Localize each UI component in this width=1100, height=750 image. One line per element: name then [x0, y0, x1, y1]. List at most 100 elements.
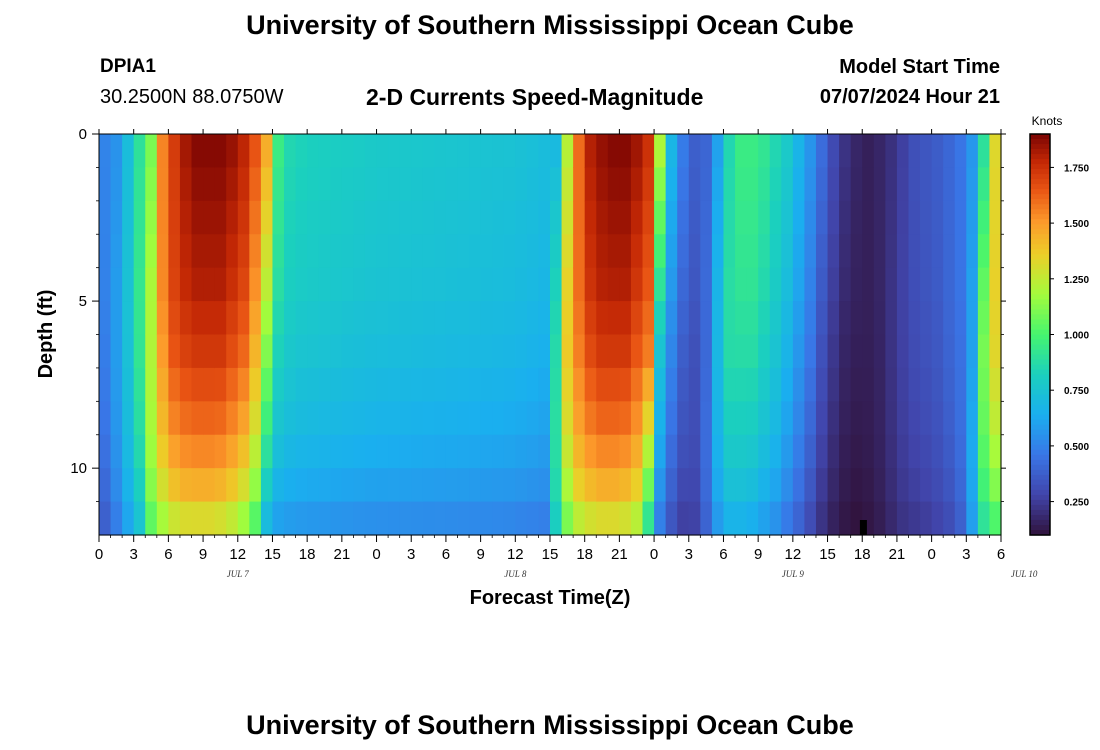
heatmap-cell [931, 367, 944, 402]
heatmap-cell [677, 234, 690, 269]
colorbar-segment [1030, 134, 1050, 140]
heatmap-cell [399, 301, 412, 336]
heatmap-cell [503, 367, 516, 402]
heatmap-cell [989, 367, 1002, 402]
heatmap-cell [99, 267, 112, 302]
heatmap-cell [411, 301, 424, 336]
heatmap-cell [966, 301, 979, 336]
heatmap-cell [723, 334, 736, 369]
heatmap-cell [642, 301, 655, 336]
heatmap-cell [596, 200, 609, 235]
heatmap-cell [792, 434, 806, 469]
heatmap-cell [295, 167, 308, 202]
heatmap-cell [284, 200, 297, 235]
heatmap-cell [815, 134, 829, 169]
heatmap-cell [156, 134, 169, 169]
heatmap-cell [145, 200, 158, 235]
heatmap-cell [954, 134, 967, 169]
heatmap-cell [850, 468, 863, 503]
heatmap-cell [284, 134, 297, 169]
heatmap-cell [492, 468, 505, 503]
colorbar-segment [1030, 404, 1050, 411]
heatmap-cell [920, 334, 933, 369]
heatmap-cell [619, 301, 632, 336]
heatmap-cell [364, 267, 378, 302]
colorbar-segment [1030, 519, 1050, 526]
heatmap-cell [758, 367, 771, 402]
heatmap-cell [249, 501, 262, 536]
heatmap-cell [168, 200, 181, 235]
colorbar-segment [1030, 499, 1050, 506]
heatmap-cell [584, 434, 597, 469]
colorbar-tick-label: 1.500 [1064, 219, 1089, 230]
heatmap-cell [526, 267, 540, 302]
heatmap-cell [249, 200, 262, 235]
heatmap-cell [284, 501, 297, 536]
heatmap-cell [469, 234, 482, 269]
heatmap-cell [596, 301, 609, 336]
heatmap-cell [122, 167, 135, 202]
heatmap-cell [665, 334, 678, 369]
heatmap-cell [469, 434, 482, 469]
heatmap-cell [815, 234, 829, 269]
model-start-label: Model Start Time [839, 56, 1000, 78]
heatmap-cell [966, 367, 979, 402]
heatmap-cell [168, 367, 181, 402]
heatmap-cell [920, 401, 933, 436]
heatmap-cell [538, 434, 551, 469]
heatmap-cell [341, 334, 355, 369]
heatmap-cell [318, 468, 331, 503]
heatmap-cell [422, 501, 435, 536]
heatmap-cell [746, 301, 759, 336]
heatmap-cell [700, 468, 713, 503]
heatmap-cell [515, 234, 528, 269]
heatmap-cell [804, 200, 817, 235]
heatmap-cell [295, 367, 308, 402]
heatmap-cell [792, 301, 806, 336]
heatmap-cell [376, 200, 389, 235]
x-tick-label: 15 [542, 546, 559, 563]
heatmap-cell [469, 367, 482, 402]
colorbar-segment [1030, 339, 1050, 346]
heatmap-cell [550, 501, 563, 536]
heatmap-cell [411, 367, 424, 402]
colorbar-segment [1030, 144, 1050, 150]
heatmap-cell [341, 267, 355, 302]
heatmap-cell [168, 167, 181, 202]
heatmap-cell [573, 200, 586, 235]
heatmap-cell [723, 167, 736, 202]
heatmap-cell [619, 334, 632, 369]
heatmap-cell [168, 301, 181, 336]
heatmap-cell [469, 134, 482, 169]
heatmap-cell [191, 367, 204, 402]
heatmap-cell [665, 501, 678, 536]
heatmap-cell [920, 134, 933, 169]
heatmap-cell [839, 334, 852, 369]
heatmap-cell [457, 367, 470, 402]
heatmap-cell [445, 301, 459, 336]
heatmap-cell [226, 367, 239, 402]
x-tick-label: 9 [754, 546, 762, 563]
heatmap-cell [469, 167, 482, 202]
colorbar-segment [1030, 224, 1050, 230]
heatmap-cell [272, 167, 285, 202]
heatmap-cell [364, 234, 378, 269]
heatmap-cell [376, 468, 389, 503]
colorbar-segment [1030, 254, 1050, 260]
heatmap-cell [561, 501, 574, 536]
heatmap-cell [538, 301, 551, 336]
heatmap-cell [630, 267, 644, 302]
heatmap-cell [781, 267, 794, 302]
heatmap-cell [156, 401, 169, 436]
heatmap-cell [515, 501, 528, 536]
heatmap-cell [284, 401, 297, 436]
heatmap-cell [573, 267, 586, 302]
colorbar-segment [1030, 269, 1050, 275]
heatmap-cell [376, 501, 389, 536]
heatmap-cell [99, 434, 112, 469]
heatmap-cell [781, 434, 794, 469]
heatmap-cell [584, 200, 597, 235]
heatmap-cell [515, 267, 528, 302]
heatmap-cell [295, 501, 308, 536]
heatmap-cell [480, 167, 493, 202]
